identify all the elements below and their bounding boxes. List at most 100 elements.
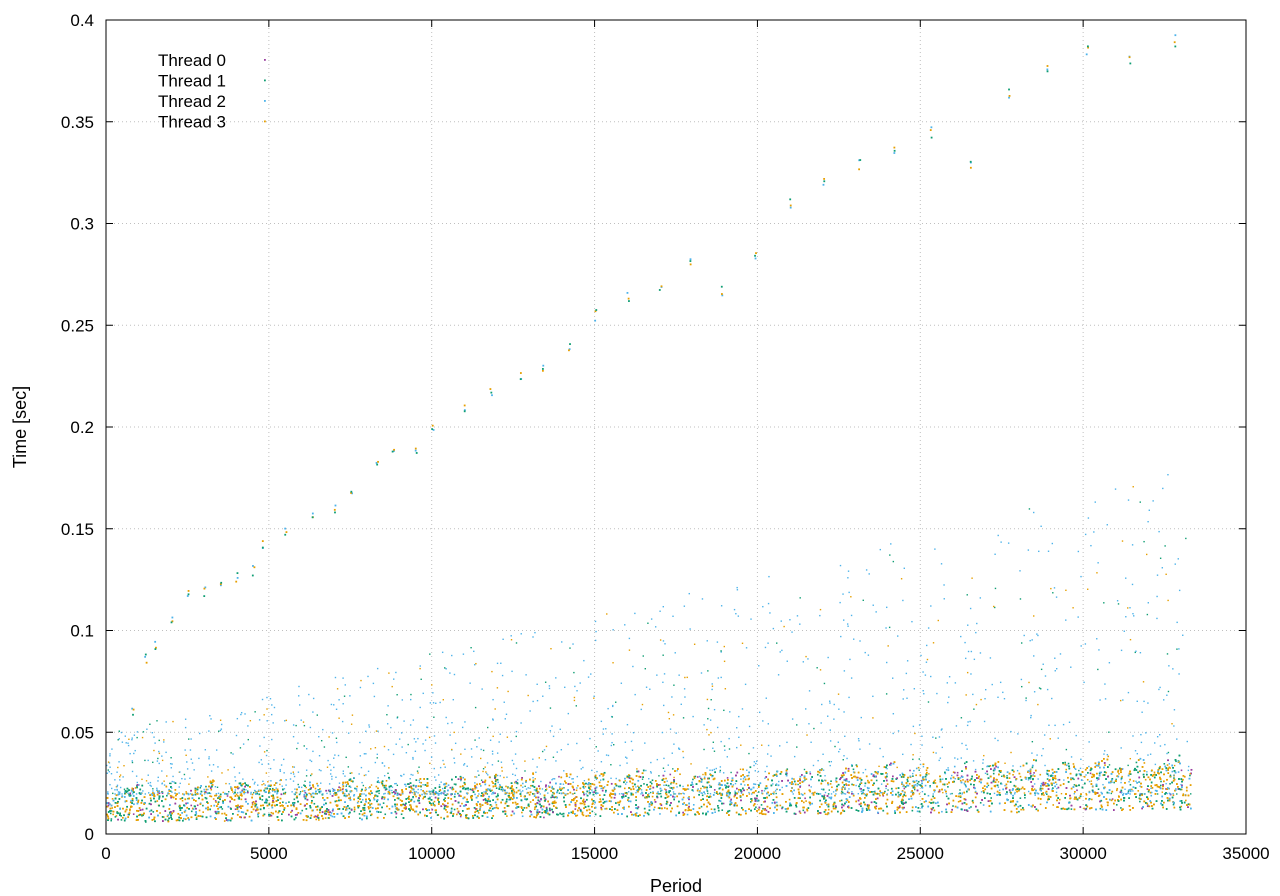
data-point: [529, 810, 531, 812]
data-point: [410, 791, 412, 793]
data-point: [1159, 784, 1162, 787]
data-point: [383, 798, 386, 800]
data-point: [138, 814, 140, 817]
data-point: [925, 769, 928, 772]
data-point: [420, 781, 423, 784]
data-point: [428, 800, 431, 803]
data-point: [183, 817, 185, 820]
data-point: [895, 787, 897, 790]
data-point: [240, 798, 243, 801]
data-point: [751, 791, 754, 794]
data-point: [852, 768, 855, 771]
data-point: [903, 787, 906, 790]
data-point: [506, 787, 509, 789]
data-point: [602, 773, 604, 775]
data-point: [986, 773, 989, 776]
data-point: [474, 793, 476, 796]
data-point: [1180, 805, 1183, 808]
data-point: [242, 782, 244, 785]
data-point: [626, 776, 629, 779]
data-point: [424, 792, 427, 795]
data-point: [304, 791, 307, 794]
data-point: [1045, 793, 1048, 796]
data-point: [635, 799, 637, 802]
data-point: [856, 776, 859, 779]
data-point: [1083, 807, 1085, 810]
data-point: [1169, 783, 1171, 785]
data-point: [1172, 803, 1175, 806]
data-point: [221, 808, 224, 810]
data-point: [1144, 778, 1147, 781]
data-point: [498, 786, 501, 789]
data-point: [909, 769, 911, 772]
data-point: [750, 801, 752, 803]
data-point: [523, 807, 526, 809]
data-point: [204, 796, 207, 799]
data-point: [928, 801, 931, 804]
data-point: [1104, 764, 1106, 766]
data-point: [1118, 772, 1120, 775]
data-point: [254, 791, 257, 793]
data-point: [271, 787, 274, 790]
data-point: [495, 804, 498, 806]
data-point: [824, 813, 827, 816]
data-point: [623, 808, 625, 810]
data-point: [1154, 789, 1157, 792]
data-point: [1127, 790, 1130, 792]
data-point: [1053, 782, 1055, 784]
data-point: [190, 804, 193, 807]
data-point: [1146, 788, 1149, 790]
data-point: [882, 794, 885, 797]
data-point: [665, 784, 668, 786]
data-point: [978, 780, 981, 783]
data-point: [775, 801, 778, 804]
data-point: [585, 782, 587, 785]
data-point: [513, 790, 515, 793]
data-point: [710, 808, 713, 810]
data-point: [1128, 789, 1130, 791]
data-point: [1052, 804, 1055, 806]
data-point: [706, 790, 709, 792]
data-point: [213, 780, 215, 782]
data-point: [444, 785, 447, 788]
data-point: [385, 779, 388, 782]
data-point: [693, 777, 696, 780]
data-point: [1070, 808, 1073, 810]
data-point: [1160, 780, 1162, 783]
data-point: [272, 795, 275, 798]
data-point: [718, 799, 720, 802]
data-point: [679, 773, 681, 776]
data-point: [956, 771, 959, 774]
data-point: [1066, 764, 1068, 767]
data-point: [515, 803, 518, 806]
data-point: [1168, 766, 1171, 769]
data-point: [459, 815, 462, 818]
data-point: [839, 800, 841, 802]
data-point: [415, 785, 417, 788]
data-point: [316, 782, 318, 785]
data-point: [312, 796, 315, 799]
data-point: [913, 769, 915, 772]
data-point: [846, 784, 848, 786]
data-point: [132, 813, 135, 815]
data-point: [721, 809, 724, 811]
data-point: [700, 787, 702, 790]
data-point: [111, 807, 114, 809]
data-point: [148, 810, 151, 813]
data-point: [510, 787, 513, 790]
data-point: [952, 805, 954, 807]
data-point: [746, 775, 749, 777]
data-point: [235, 793, 238, 796]
data-point: [1111, 798, 1114, 800]
data-point: [809, 803, 812, 806]
data-point: [598, 785, 601, 787]
data-point: [1165, 788, 1167, 790]
data-point: [1129, 783, 1132, 786]
data-point: [1100, 771, 1103, 774]
data-point: [821, 768, 823, 770]
data-point: [110, 818, 113, 820]
data-point: [159, 812, 161, 814]
data-point: [303, 784, 305, 787]
data-point: [268, 796, 270, 798]
data-point: [210, 788, 213, 791]
